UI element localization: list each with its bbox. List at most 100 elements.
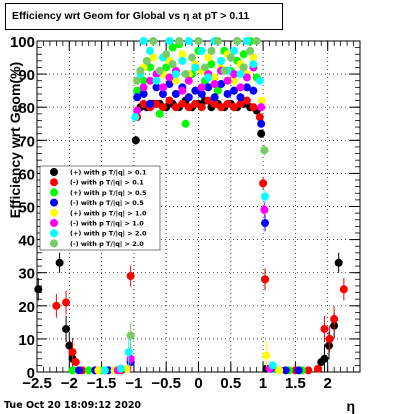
legend-entry: (-) with p T/|q| > 0.5: [70, 199, 144, 208]
data-point: [184, 103, 193, 112]
data-point: [217, 56, 226, 65]
data-point: [152, 83, 161, 92]
y-tick-label: 10: [18, 332, 35, 349]
y-tick-label: 100: [10, 34, 35, 51]
data-point: [200, 63, 209, 72]
data-point: [168, 43, 177, 52]
data-point: [257, 96, 266, 105]
data-point: [261, 192, 270, 201]
data-point: [62, 324, 71, 333]
data-point: [100, 366, 109, 375]
data-point: [133, 86, 142, 95]
data-point: [252, 37, 261, 45]
data-point: [181, 119, 190, 128]
data-point: [142, 56, 151, 65]
data-point: [204, 83, 213, 92]
x-tick-label: −1: [125, 375, 142, 392]
x-tick-label: −2.5: [22, 375, 52, 392]
data-point: [171, 70, 180, 79]
data-point: [152, 76, 161, 85]
data-point: [213, 86, 222, 95]
data-point: [52, 301, 61, 310]
legend-marker: [50, 229, 58, 238]
data-point: [68, 366, 77, 375]
legend-marker: [50, 208, 58, 217]
y-axis-title: Efficiency wrt Geom(%): [7, 62, 23, 218]
data-point: [146, 76, 155, 85]
data-point: [181, 70, 190, 79]
data-point: [197, 83, 206, 92]
data-point: [184, 37, 193, 45]
x-tick-label: 1: [259, 375, 267, 392]
data-point: [260, 146, 269, 155]
data-point: [207, 46, 216, 55]
data-point: [281, 366, 290, 375]
data-point: [162, 50, 171, 59]
y-tick-labels: 0 10 20 30 40 50 60 70 80 90 100: [10, 34, 35, 382]
y-tick-label: 60: [18, 166, 35, 183]
data-point: [188, 53, 197, 62]
data-point: [126, 272, 135, 281]
data-point: [261, 219, 270, 228]
data-point: [204, 53, 213, 62]
y-tick-label: 0: [27, 365, 35, 382]
data-point: [236, 99, 245, 108]
data-point: [146, 99, 155, 108]
data-point: [191, 86, 200, 95]
data-point: [230, 76, 239, 85]
data-point: [131, 136, 140, 145]
data-point: [162, 63, 171, 72]
data-point: [320, 324, 329, 333]
data-point: [133, 93, 142, 102]
y-tick-label: 50: [18, 200, 35, 217]
series-2: [52, 96, 348, 375]
data-point: [242, 96, 251, 105]
data-point: [191, 99, 200, 108]
data-point: [149, 37, 158, 45]
legend-entry: (-) with p T/|q| > 2.0: [70, 240, 144, 249]
data-point: [158, 89, 167, 98]
y-tick-label: 30: [18, 266, 35, 283]
data-point: [236, 93, 245, 102]
legend-marker: [50, 178, 58, 187]
data-point: [262, 351, 271, 360]
data-point: [139, 83, 148, 92]
data-point: [255, 76, 264, 85]
legend-entry: (+) with p T/|q| > 0.1: [70, 169, 147, 178]
data-point: [124, 348, 133, 357]
x-axis-title: η: [346, 398, 355, 414]
data-point: [242, 83, 251, 92]
data-point: [155, 66, 164, 75]
data-point: [223, 76, 232, 85]
data-point: [236, 83, 245, 92]
data-point: [249, 103, 258, 112]
x-tick-label: 0.5: [220, 375, 241, 392]
data-point: [74, 366, 83, 375]
data-point: [213, 37, 222, 45]
data-point: [339, 285, 348, 294]
data-point: [146, 63, 155, 72]
data-point: [197, 46, 206, 55]
data-point: [249, 86, 258, 95]
data-point: [330, 315, 339, 324]
data-point: [223, 99, 232, 108]
data-point: [304, 366, 313, 375]
data-point: [249, 60, 258, 69]
data-point: [260, 205, 269, 214]
data-point: [259, 179, 268, 188]
data-point: [217, 80, 226, 89]
data-point: [207, 60, 216, 69]
data-point: [314, 364, 323, 373]
data-point: [230, 103, 239, 112]
data-point: [171, 89, 180, 98]
data-point: [325, 334, 334, 343]
legend: (+) with p T/|q| > 0.1 (-) with p T/|q| >…: [39, 165, 161, 251]
data-point: [175, 37, 184, 45]
data-point: [165, 96, 174, 105]
data-point: [155, 109, 164, 118]
y-tick-label: 90: [18, 67, 35, 84]
data-point: [68, 348, 77, 357]
data-point: [158, 83, 167, 92]
data-point: [178, 86, 187, 95]
